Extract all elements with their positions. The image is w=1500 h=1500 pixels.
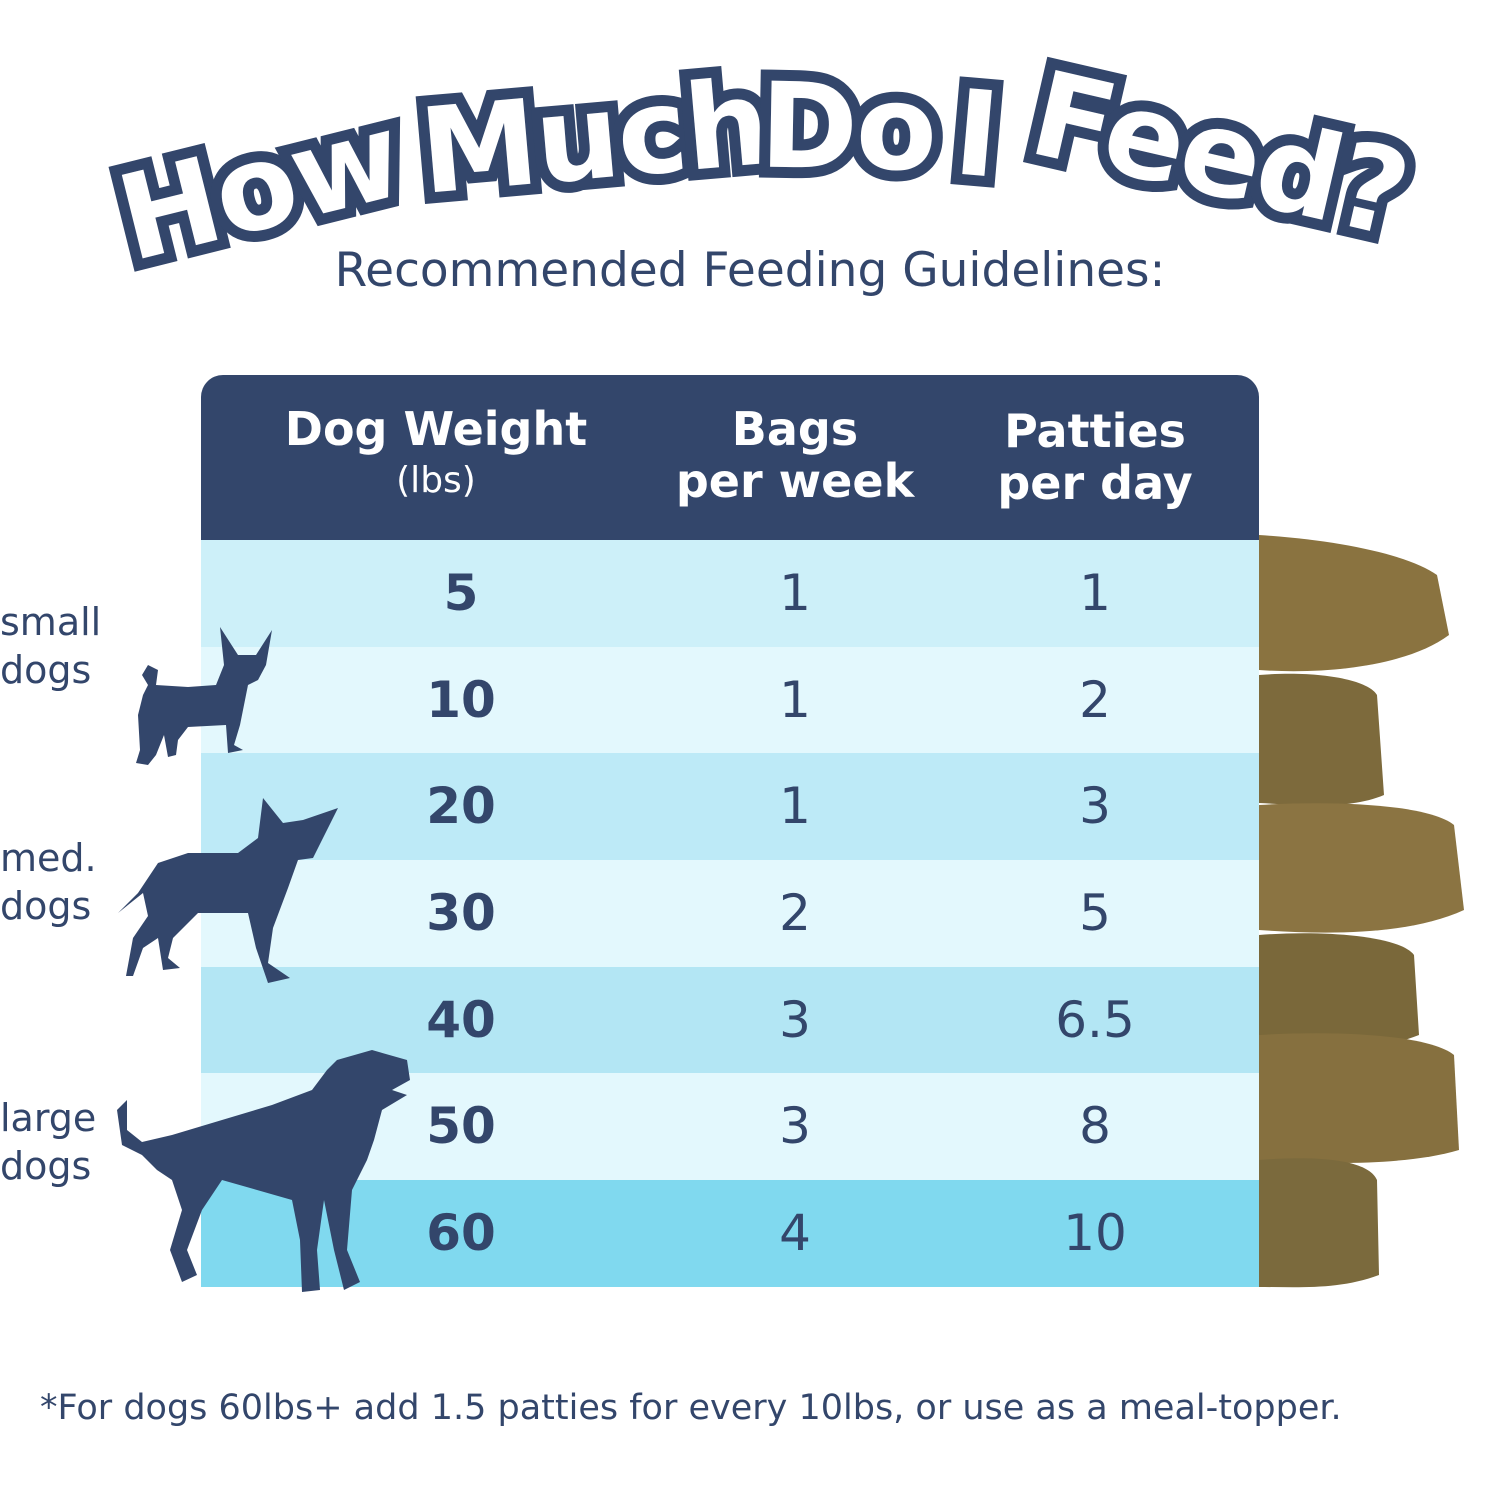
weight-cell: 5 (443, 564, 479, 622)
bags-cell: 2 (779, 884, 811, 943)
patties-cell: 1 (1079, 564, 1111, 622)
patties-stack-image (1259, 535, 1464, 1288)
bags-cell: 4 (779, 1204, 811, 1263)
header-dog-weight: Dog Weight (lbs) (284, 402, 588, 501)
patties-cell: 5 (1079, 884, 1111, 943)
title-word: Do (748, 45, 947, 208)
table-row: 20 1 3 (201, 753, 1259, 861)
page-title: How Much Do I Feed? (0, 33, 1500, 299)
table-header: Dog Weight (lbs) Bags per week Patties per … (201, 375, 1259, 540)
subtitle: Recommended Feeding Guidelines: (334, 243, 1166, 298)
weight-cell: 60 (426, 1204, 496, 1263)
weight-cell: 20 (426, 777, 496, 836)
bags-cell: 3 (779, 1097, 811, 1156)
table-row: 30 2 5 (201, 860, 1259, 967)
bags-cell: 1 (779, 670, 811, 729)
patties-cell: 8 (1079, 1097, 1111, 1156)
large-dog-icon (117, 1050, 410, 1292)
patties-cell: 6.5 (1055, 990, 1135, 1049)
patties-cell: 3 (1079, 777, 1111, 836)
medium-dog-icon (118, 798, 338, 983)
patties-cell: 10 (1063, 1204, 1127, 1263)
weight-cell: 50 (426, 1097, 496, 1156)
title-word: Feed? (1008, 33, 1430, 275)
weight-cell: 30 (426, 884, 496, 943)
label-medium-dogs: med. dogs (0, 836, 97, 928)
weight-cell: 10 (426, 670, 496, 729)
header-bags-per-week: Bags per week (675, 402, 915, 508)
bags-cell: 1 (779, 777, 811, 836)
label-small-dogs: small dogs (0, 600, 102, 692)
title-word: I (938, 52, 1014, 215)
feeding-table: Dog Weight (lbs) Bags per week Patties per … (201, 375, 1259, 1287)
table-row: 10 1 2 (201, 646, 1259, 754)
table-row: 60 4 10 (201, 1180, 1259, 1287)
small-dog-icon (136, 627, 272, 765)
bags-cell: 3 (779, 990, 811, 1049)
weight-cell: 40 (426, 990, 496, 1049)
bags-cell: 1 (779, 564, 811, 622)
patties-cell: 2 (1079, 670, 1111, 729)
title-word: Much (404, 42, 784, 232)
footnote: *For dogs 60lbs+ add 1.5 patties for eve… (40, 1388, 1342, 1428)
table-row: 5 1 1 (201, 540, 1259, 647)
label-large-dogs: large dogs (0, 1096, 97, 1188)
header-patties-per-day: Patties per day (997, 404, 1193, 510)
